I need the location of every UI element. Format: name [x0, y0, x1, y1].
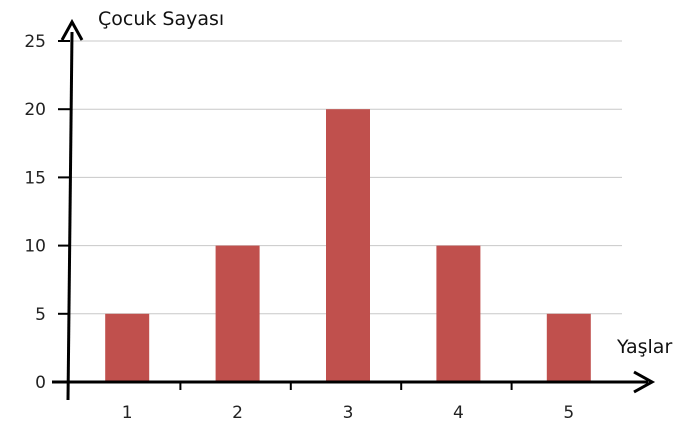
x-axis-arrowhead [633, 370, 656, 394]
bars [105, 109, 591, 382]
axes [52, 18, 656, 401]
x-tick-label: 5 [563, 403, 574, 423]
y-tick-label: 0 [35, 373, 46, 393]
bar-4 [436, 245, 481, 382]
x-tick-label: 3 [343, 403, 354, 423]
x-tick-label: 2 [232, 403, 243, 423]
y-tick-labels: 0 5 10 15 20 25 [24, 32, 46, 393]
y-tick-label: 5 [35, 305, 46, 325]
bar-3 [326, 109, 370, 382]
y-tick-label: 20 [24, 100, 46, 120]
y-tick-label: 15 [24, 168, 46, 188]
y-tick-label: 10 [24, 237, 46, 257]
bar-5 [546, 313, 591, 382]
y-tick-label: 25 [24, 32, 46, 52]
y-axis-line [66, 31, 74, 401]
y-axis-title: Çocuk Sayası [98, 8, 224, 30]
y-axis-arrowhead [60, 18, 84, 41]
bar-1 [105, 313, 150, 382]
x-tick-label: 1 [122, 403, 133, 423]
x-tick-label: 4 [453, 403, 464, 423]
x-tick-labels: 1 2 3 4 5 [122, 403, 574, 423]
bar-2 [215, 245, 260, 382]
x-axis-title: Yaşlar [616, 336, 672, 358]
